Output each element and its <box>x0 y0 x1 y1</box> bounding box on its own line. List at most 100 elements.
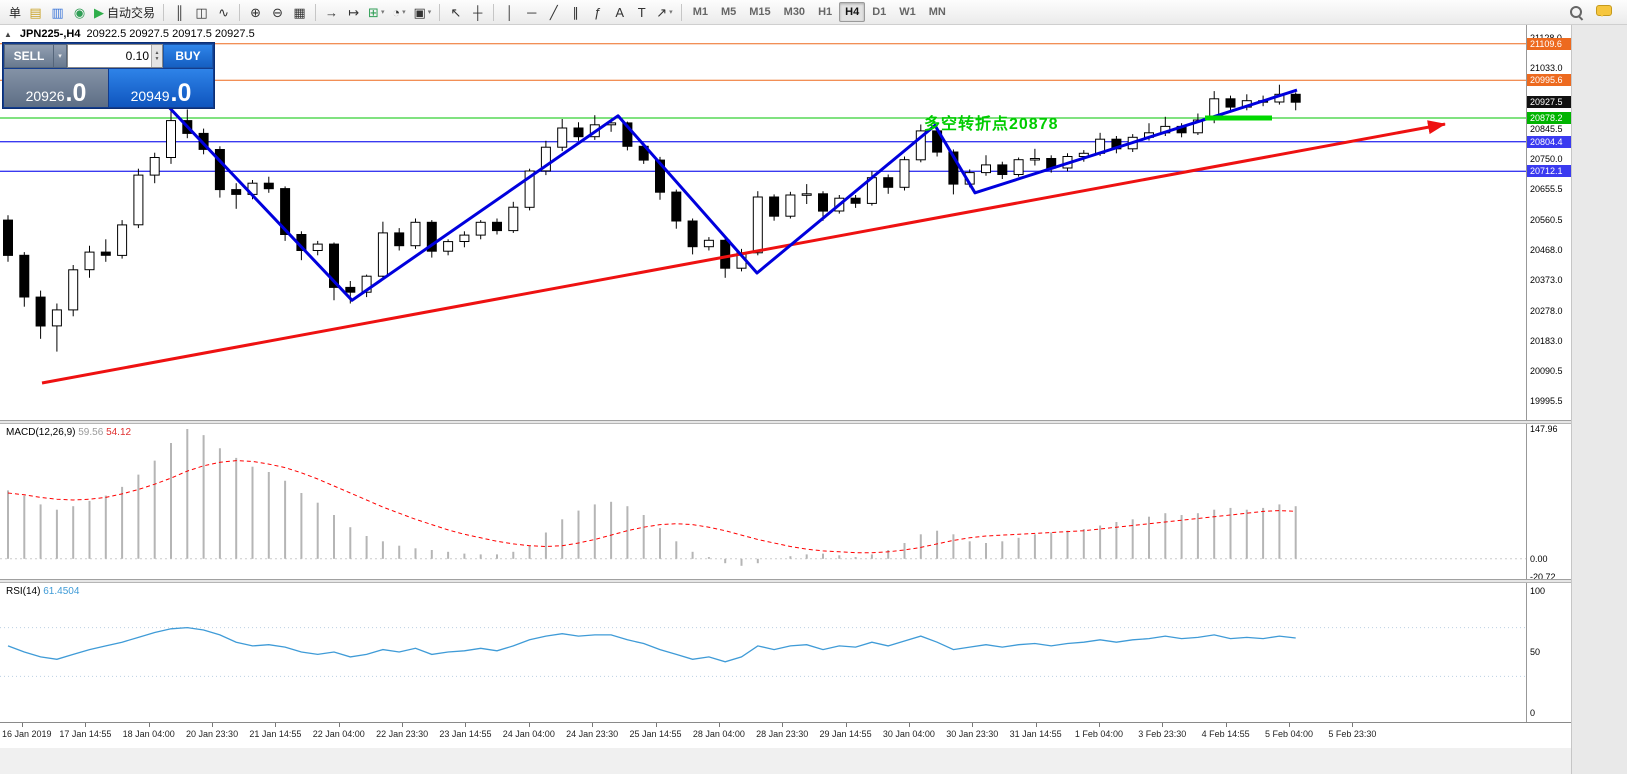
text-icon[interactable]: A <box>609 2 630 22</box>
timeframe-m15[interactable]: M15 <box>743 2 776 22</box>
sell-button[interactable]: SELL <box>4 44 54 68</box>
fibonacci-icon[interactable]: ƒ <box>587 2 608 22</box>
price-tick: 20373.0 <box>1530 275 1563 286</box>
navigator-icon-glyph: ▥ <box>51 4 64 20</box>
buy-price-main: 20949 <box>130 87 170 104</box>
timeframe-w1[interactable]: W1 <box>893 2 922 22</box>
dropdown-arrow-icon[interactable]: ▾ <box>402 9 406 16</box>
time-tick <box>718 723 720 727</box>
time-label: 3 Feb 23:30 <box>1138 729 1187 739</box>
panel-divider[interactable] <box>0 420 1571 424</box>
time-label: 31 Jan 14:55 <box>1009 729 1062 739</box>
time-tick <box>908 723 910 727</box>
navigator-icon[interactable]: ▥ <box>47 2 68 22</box>
volume-field[interactable]: 0.10 ▲ ▼ <box>67 44 163 68</box>
volume-spinner[interactable]: ▲ ▼ <box>151 45 162 67</box>
cursor-icon[interactable]: ↖ <box>445 2 466 22</box>
timeframe-m5[interactable]: M5 <box>715 2 742 22</box>
time-axis[interactable]: 16 Jan 2019 17 Jan 14:55 18 Jan 04:00 20 Ja… <box>0 722 1571 748</box>
zoom-out-icon[interactable]: ⊖ <box>267 2 288 22</box>
time-tick <box>1098 723 1100 727</box>
chart-shift-icon[interactable]: ↦ <box>343 2 364 22</box>
terminal-icon-glyph: ◉ <box>73 4 86 20</box>
timeframe-m1[interactable]: M1 <box>687 2 714 22</box>
market-watch-icon[interactable]: ▤ <box>25 2 46 22</box>
time-tick <box>655 723 657 727</box>
time-label: 24 Jan 04:00 <box>502 729 555 739</box>
candlestick-chart-icon[interactable]: ◫ <box>191 2 212 22</box>
templates-button[interactable]: ▣ ▾ <box>410 2 434 22</box>
arrows-tool-button[interactable]: ↗ ▾ <box>653 2 675 22</box>
bars-chart-icon-glyph: ║ <box>174 4 185 20</box>
label-icon-glyph: T <box>637 4 646 20</box>
price-axis[interactable]: 21128.021033.020845.520750.020655.520560… <box>1526 25 1571 722</box>
rsi-panel[interactable] <box>0 583 1526 722</box>
time-label: 22 Jan 04:00 <box>312 729 365 739</box>
price-tick: 20183.0 <box>1530 336 1563 346</box>
time-tick <box>85 723 87 727</box>
vertical-line-icon[interactable]: │ <box>499 2 520 22</box>
crosshair-icon[interactable]: ┼ <box>467 2 488 22</box>
macd-panel[interactable] <box>0 424 1526 579</box>
time-label: 1 Feb 04:00 <box>1074 729 1123 739</box>
label-icon[interactable]: T <box>631 2 652 22</box>
timeframe-m30[interactable]: M30 <box>778 2 811 22</box>
time-label: 20 Jan 23:30 <box>186 729 239 739</box>
search-icon[interactable] <box>1569 5 1584 20</box>
dropdown-arrow-icon[interactable]: ▾ <box>427 9 432 16</box>
cursor-icon-glyph: ↖ <box>450 4 462 20</box>
chart-annotation-text: 多空转折点20878 <box>924 116 1059 133</box>
rsi-value: 61.4504 <box>43 586 80 597</box>
trendline-icon[interactable]: ╱ <box>543 2 564 22</box>
dropdown-arrow-icon[interactable]: ▾ <box>669 9 673 16</box>
oneclick-toggle-icon[interactable]: ▲ <box>4 29 12 39</box>
horizontal-line-icon[interactable]: ─ <box>521 2 542 22</box>
sell-price-button[interactable]: 20926.0 <box>4 69 108 107</box>
time-tick <box>1352 723 1354 727</box>
buy-button[interactable]: BUY <box>163 44 213 68</box>
timeframe-h4[interactable]: H4 <box>839 2 866 22</box>
price-tick: 20845.5 <box>1530 123 1563 134</box>
timeframe-m1-label: M1 <box>692 6 708 18</box>
time-tick <box>1225 723 1227 727</box>
channel-icon[interactable]: ∥ <box>565 2 586 22</box>
rsi-scale-tick: 0 <box>1530 708 1536 718</box>
zoom-in-icon[interactable]: ⊕ <box>245 2 266 22</box>
buy-price-frac: .0 <box>170 78 192 107</box>
line-chart-icon[interactable]: ∿ <box>213 2 234 22</box>
volume-value[interactable]: 0.10 <box>125 49 149 63</box>
price-badge: 20927.5 <box>1527 96 1571 109</box>
panel-divider[interactable] <box>0 579 1571 583</box>
new-chart-button[interactable]: ⊞ ▾ <box>365 2 387 22</box>
spinner-down-icon[interactable]: ▼ <box>154 56 160 62</box>
time-tick <box>528 723 530 727</box>
sell-price-main: 20926 <box>25 87 65 104</box>
periods-button-icon: ◔ <box>392 4 401 20</box>
timeframe-w1-label: W1 <box>899 6 916 18</box>
price-badge: 20995.6 <box>1527 74 1571 87</box>
sell-price-frac: .0 <box>65 78 87 107</box>
tile-windows-icon[interactable]: ▦ <box>289 2 310 22</box>
timeframe-d1[interactable]: D1 <box>866 2 892 22</box>
auto-scroll-icon[interactable]: → <box>321 2 342 22</box>
price-chart[interactable] <box>0 25 1526 420</box>
bars-chart-icon[interactable]: ║ <box>169 2 190 22</box>
right-side-panel <box>1571 25 1627 774</box>
sell-options-dropdown[interactable]: ▾ <box>54 44 67 68</box>
periods-button[interactable]: ◔ ▾ <box>388 2 409 22</box>
timeframe-h1[interactable]: H1 <box>812 2 838 22</box>
time-tick <box>1035 723 1037 727</box>
chat-icon[interactable] <box>1596 5 1612 19</box>
spinner-up-icon[interactable]: ▲ <box>154 50 160 56</box>
buy-price-button[interactable]: 20949.0 <box>109 69 213 107</box>
horizontal-line-icon-glyph: ─ <box>527 4 537 20</box>
timeframe-mn[interactable]: MN <box>923 2 952 22</box>
channel-icon-glyph: ∥ <box>572 4 580 20</box>
terminal-icon[interactable]: ◉ <box>69 2 90 22</box>
autotrading-button-icon: ▶ <box>94 4 105 20</box>
dropdown-arrow-icon[interactable]: ▾ <box>380 9 385 16</box>
chart-symbol-period: JPN225-,H4 <box>19 28 81 40</box>
autotrading-button[interactable]: ▶ 自动交易 <box>91 2 158 22</box>
one-click-trading-panel: SELL ▾ 0.10 ▲ ▼ BUY 20926.0 20949.0 <box>2 42 215 109</box>
new-order-button[interactable]: 单 <box>3 2 24 22</box>
